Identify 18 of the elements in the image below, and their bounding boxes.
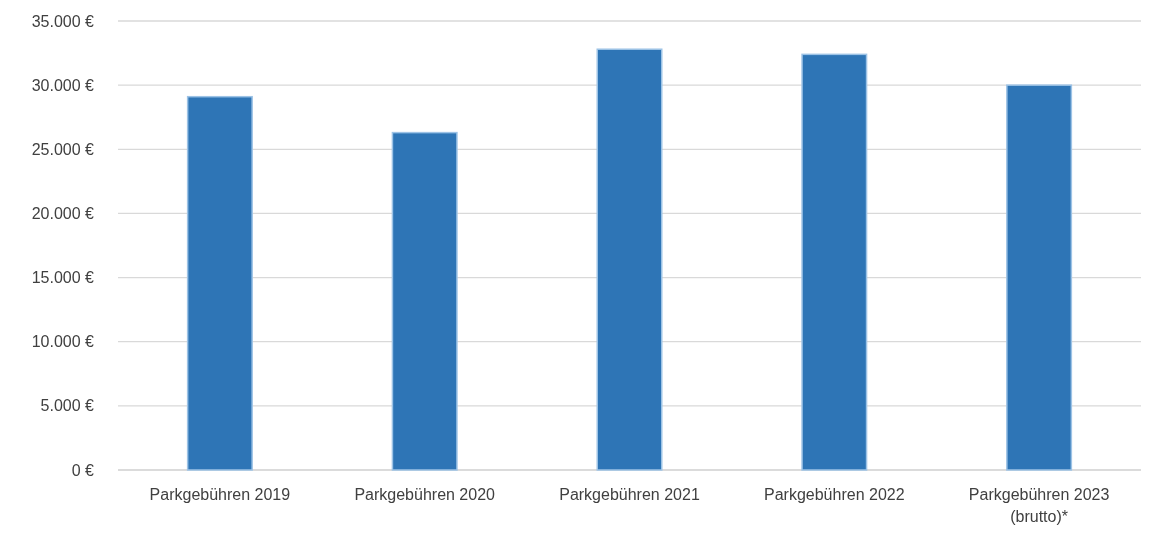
x-tick-label: Parkgebühren 2023 (brutto)*	[968, 486, 1110, 525]
x-tick-label: Parkgebühren 2019	[149, 486, 291, 503]
bar	[596, 48, 663, 471]
y-tick-label: 10.000 €	[31, 333, 95, 351]
x-tick-label: Parkgebühren 2021	[559, 486, 700, 503]
y-tick-label: 35.000 €	[31, 12, 95, 30]
bar	[186, 95, 253, 471]
y-tick-label: 30.000 €	[31, 76, 95, 94]
x-tick-label: Parkgebühren 2020	[354, 486, 496, 503]
y-tick-label: 5.000 €	[40, 397, 95, 415]
bar	[1006, 84, 1073, 471]
y-tick-label: 20.000 €	[31, 205, 95, 223]
x-tick-label: Parkgebühren 2022	[764, 486, 905, 503]
bar	[391, 131, 458, 471]
y-tick-label: 0 €	[71, 461, 95, 479]
y-tick-label: 15.000 €	[31, 269, 95, 287]
y-tick-label: 25.000 €	[31, 140, 95, 158]
bar	[801, 53, 868, 471]
